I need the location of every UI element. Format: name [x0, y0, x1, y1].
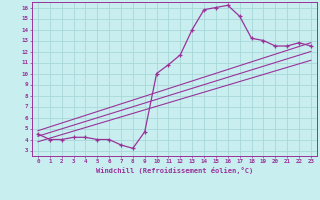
X-axis label: Windchill (Refroidissement éolien,°C): Windchill (Refroidissement éolien,°C) [96, 167, 253, 174]
